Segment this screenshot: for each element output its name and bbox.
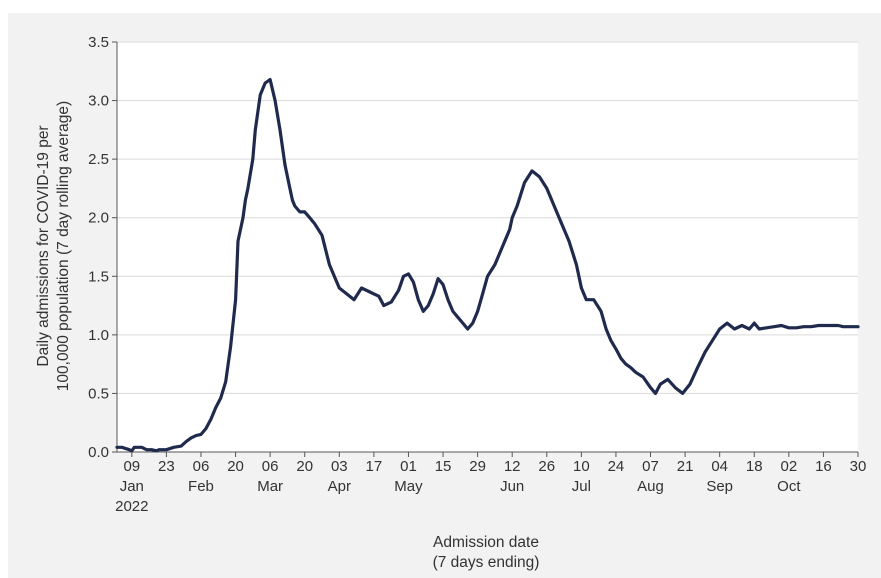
y-tick-label: 2.5: [88, 151, 109, 168]
x-axis-title-line-2: (7 days ending): [433, 554, 540, 571]
series-line: [115, 77, 860, 453]
x-axis-title-line-1: Admission date: [433, 534, 539, 551]
y-tick-label: 3.0: [88, 93, 109, 110]
x-month-label: Sep: [706, 478, 733, 495]
x-tick-label: 01: [400, 458, 417, 475]
x-tick-label: 17: [366, 458, 383, 475]
x-tick-label: 03: [331, 458, 348, 475]
x-month-label: Aug: [637, 478, 664, 495]
y-tick-labels: 0.0 0.5 1.0 1.5 2.0 2.5 3.0 3.5: [88, 34, 109, 461]
x-tick-label: 04: [711, 458, 728, 475]
x-month-label: May: [394, 478, 423, 495]
x-tick-labels: 09 23 06 20 06 20 03 17 01 15 29 12 26 10 24 07 21 04 18 02…: [115, 458, 866, 515]
y-tick-label: 0.5: [88, 385, 109, 402]
x-tick-label: 30: [850, 458, 867, 475]
axes: [112, 41, 859, 457]
x-tick-label: 21: [677, 458, 694, 475]
x-month-label: Jul: [572, 478, 591, 495]
y-tick-label: 1.0: [88, 327, 109, 344]
x-tick-label: 10: [573, 458, 590, 475]
x-tick-label: 07: [642, 458, 659, 475]
y-tick-label: 0.0: [88, 444, 109, 461]
x-tick-label: 20: [227, 458, 244, 475]
x-month-label: Jan: [120, 478, 144, 495]
x-tick-label: 06: [193, 458, 210, 475]
plot-area: [117, 42, 858, 452]
x-year-label: 2022: [115, 498, 148, 515]
x-tick-label: 18: [746, 458, 763, 475]
x-month-label: Jun: [500, 478, 524, 495]
y-tick-label: 1.5: [88, 268, 109, 285]
x-month-label: Mar: [257, 478, 283, 495]
y-axis-title-line-2: 100,000 population (7 day rolling averag…: [55, 101, 72, 391]
x-month-label: Apr: [328, 478, 351, 495]
x-tick-label: 06: [262, 458, 279, 475]
x-tick-label: 09: [123, 458, 140, 475]
gridlines: [117, 41, 858, 452]
x-tick-label: 26: [538, 458, 555, 475]
x-tick-label: 12: [504, 458, 521, 475]
x-tick-label: 16: [815, 458, 832, 475]
y-axis-title-line-1: Daily admissions for COVID-19 per: [35, 125, 52, 366]
x-tick-label: 15: [435, 458, 452, 475]
series-lines: [115, 77, 860, 453]
y-tick-label: 3.5: [88, 34, 109, 51]
x-tick-label: 24: [608, 458, 625, 475]
x-tick-label: 02: [780, 458, 797, 475]
x-tick-label: 29: [469, 458, 486, 475]
x-month-label: Feb: [188, 478, 214, 495]
x-tick-label: 20: [296, 458, 313, 475]
y-tick-label: 2.0: [88, 210, 109, 227]
x-tick-label: 23: [158, 458, 175, 475]
x-month-label: Oct: [777, 478, 801, 495]
